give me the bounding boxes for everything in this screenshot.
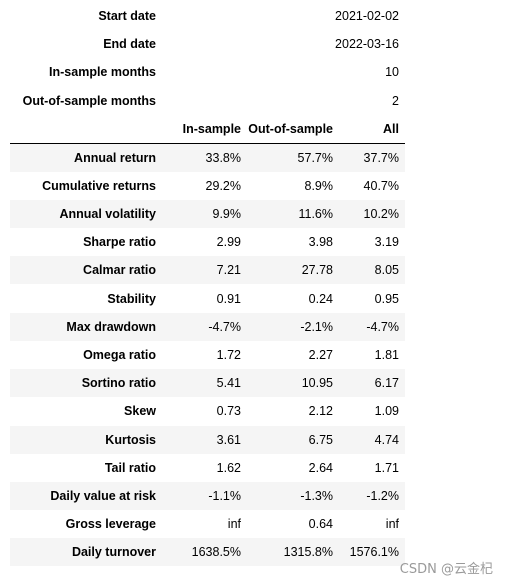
cell-in-sample: 7.21 — [216, 263, 241, 278]
cell-all: 10.2% — [363, 206, 399, 221]
column-header-in-sample: In-sample — [182, 121, 241, 136]
table-row: Sharpe ratio 2.99 3.98 3.19 — [10, 228, 405, 256]
table-header: In-sample Out-of-sample All — [10, 115, 405, 143]
cell-in-sample: -4.7% — [208, 319, 241, 334]
row-label: Kurtosis — [105, 432, 156, 447]
cell-out-of-sample: 11.6% — [298, 206, 333, 221]
row-label: Calmar ratio — [83, 263, 156, 278]
table-row: Omega ratio 1.72 2.27 1.81 — [10, 341, 405, 369]
row-label: Omega ratio — [83, 347, 156, 362]
cell-in-sample: 0.73 — [216, 404, 241, 419]
cell-in-sample: 9.9% — [212, 206, 242, 221]
cell-in-sample: 2.99 — [216, 235, 241, 250]
cell-in-sample: 1638.5% — [191, 545, 241, 560]
cell-all: -4.7% — [366, 319, 399, 334]
row-label: Daily value at risk — [50, 488, 156, 503]
cell-out-of-sample: 6.75 — [308, 432, 333, 447]
cell-all: 3.19 — [374, 235, 399, 250]
cell-out-of-sample: -2.1% — [300, 319, 333, 334]
cell-out-of-sample: 8.9% — [304, 178, 334, 193]
table-row: Kurtosis 3.61 6.75 4.74 — [10, 425, 405, 454]
cell-out-of-sample: 2.12 — [308, 404, 333, 419]
column-header-out-of-sample: Out-of-sample — [248, 121, 333, 136]
row-label: Gross leverage — [65, 517, 156, 532]
row-label: Annual volatility — [59, 206, 156, 221]
cell-in-sample: 3.61 — [216, 432, 241, 447]
cell-in-sample: 5.41 — [216, 376, 241, 391]
table-row: Tail ratio 1.62 2.64 1.71 — [10, 454, 405, 482]
cell-all: 6.17 — [374, 376, 399, 391]
cell-in-sample: 33.8% — [205, 150, 241, 165]
meta-row-start-date: Start date 2021-02-02 — [10, 2, 405, 30]
cell-all: inf — [385, 517, 399, 532]
watermark: CSDN @云金杞 — [399, 562, 493, 577]
meta-value: 2021-02-02 — [335, 9, 399, 23]
table-row: Sortino ratio 5.41 10.95 6.17 — [10, 369, 405, 398]
table-row: Daily value at risk -1.1% -1.3% -1.2% — [10, 481, 405, 511]
table-row: Max drawdown -4.7% -2.1% -4.7% — [10, 312, 405, 341]
row-label: Tail ratio — [104, 460, 156, 475]
cell-out-of-sample: 3.98 — [308, 235, 333, 250]
cell-all: 1.09 — [374, 404, 399, 419]
meta-row-end-date: End date 2022-03-16 — [10, 30, 405, 58]
cell-all: 1.81 — [374, 347, 399, 362]
cell-out-of-sample: 57.7% — [297, 150, 333, 165]
cell-in-sample: 29.2% — [205, 178, 241, 193]
table-row: Annual volatility 9.9% 11.6% 10.2% — [10, 199, 405, 229]
meta-row-in-sample-months: In-sample months 10 — [10, 58, 405, 86]
row-label: Sharpe ratio — [83, 235, 156, 250]
cell-in-sample: 1.62 — [216, 460, 241, 475]
row-label: Annual return — [74, 150, 156, 165]
meta-value: 2 — [392, 93, 399, 108]
cell-all: 40.7% — [363, 178, 399, 193]
cell-all: 1.71 — [374, 460, 399, 475]
cell-out-of-sample: 1315.8% — [283, 545, 333, 560]
cell-all: 0.95 — [374, 291, 399, 306]
column-header-all: All — [383, 121, 399, 136]
table-row: Calmar ratio 7.21 27.78 8.05 — [10, 256, 405, 285]
meta-value: 2022-03-16 — [335, 37, 399, 52]
table-row: Gross leverage inf 0.64 inf — [10, 510, 405, 538]
table-row: Cumulative returns 29.2% 8.9% 40.7% — [10, 172, 405, 200]
cell-all: -1.2% — [366, 488, 399, 503]
meta-label: End date — [103, 37, 156, 52]
cell-in-sample: 0.91 — [216, 291, 241, 306]
meta-label: In-sample months — [49, 65, 156, 80]
table-row: Stability 0.91 0.24 0.95 — [10, 285, 405, 313]
row-label: Cumulative returns — [42, 178, 156, 193]
row-label: Max drawdown — [66, 319, 156, 334]
cell-out-of-sample: 2.27 — [308, 347, 333, 362]
cell-all: 8.05 — [374, 263, 399, 278]
cell-out-of-sample: 2.64 — [308, 460, 333, 475]
cell-in-sample: 1.72 — [216, 347, 241, 362]
meta-value: 10 — [385, 65, 399, 80]
cell-in-sample: -1.1% — [208, 488, 241, 503]
cell-out-of-sample: 0.24 — [308, 291, 333, 306]
meta-row-out-of-sample-months: Out-of-sample months 2 — [10, 87, 405, 115]
cell-in-sample: inf — [227, 517, 241, 532]
table-row: Daily turnover 1638.5% 1315.8% 1576.1% — [10, 538, 405, 567]
table-row: Annual return 33.8% 57.7% 37.7% — [10, 143, 405, 172]
table-row: Skew 0.73 2.12 1.09 — [10, 397, 405, 425]
cell-all: 1576.1% — [349, 545, 399, 560]
cell-all: 37.7% — [363, 150, 399, 165]
cell-all: 4.74 — [374, 432, 399, 447]
row-label: Skew — [124, 404, 156, 419]
meta-label: Out-of-sample months — [22, 93, 156, 108]
cell-out-of-sample: 10.95 — [301, 376, 333, 391]
row-label: Sortino ratio — [81, 376, 156, 391]
cell-out-of-sample: 0.64 — [308, 517, 333, 532]
cell-out-of-sample: -1.3% — [300, 488, 333, 503]
row-label: Daily turnover — [71, 545, 156, 560]
row-label: Stability — [107, 291, 156, 306]
meta-label: Start date — [98, 9, 156, 23]
header-rule — [10, 142, 405, 144]
cell-out-of-sample: 27.78 — [301, 263, 333, 278]
